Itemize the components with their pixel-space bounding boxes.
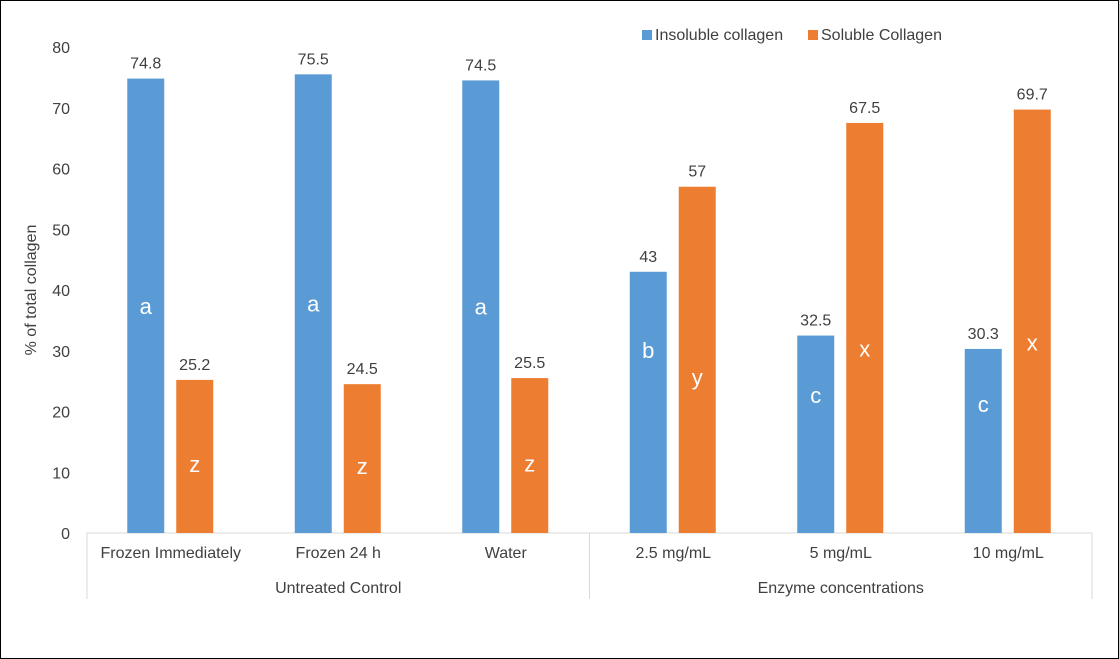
significance-letter: a <box>140 294 153 319</box>
bar-soluble <box>176 379 214 533</box>
bar-soluble <box>846 122 884 533</box>
significance-letter: z <box>357 454 368 479</box>
bar-insoluble <box>462 80 500 533</box>
bars <box>127 74 1051 534</box>
bar-insoluble <box>629 271 667 533</box>
x-tick-label: 5 mg/mL <box>810 545 872 562</box>
y-tick-label: 0 <box>61 526 70 543</box>
value-label: 25.5 <box>514 355 545 372</box>
bar-insoluble <box>797 335 835 533</box>
significance-letter: b <box>642 338 654 363</box>
legend-label: Insoluble collagen <box>655 27 783 44</box>
y-tick-label: 50 <box>52 222 70 239</box>
value-label: 24.5 <box>347 361 378 378</box>
bar-soluble <box>1013 109 1051 533</box>
x-tick-label: 10 mg/mL <box>973 545 1044 562</box>
significance-letter: z <box>524 451 535 476</box>
value-label: 67.5 <box>849 100 880 117</box>
axes: 0 10 20 30 40 50 60 70 80 % of total collagen Froz… <box>23 40 1093 599</box>
y-tick-label: 80 <box>52 40 70 57</box>
significance-letter: c <box>978 392 989 417</box>
data-labels: 74.8 a 75.5 a 74.5 a 43 b 32.5 c 30.3 c 25.2 z 24.5 z 25… <box>130 51 1048 479</box>
legend: Insoluble collagen Soluble Collagen <box>642 27 942 44</box>
y-axis-label: % of total collagen <box>23 225 40 356</box>
x-tick-label: 2.5 mg/mL <box>635 545 711 562</box>
value-label: 32.5 <box>800 313 831 330</box>
group-label: Enzyme concentrations <box>758 580 924 597</box>
y-tick-label: 30 <box>52 344 70 361</box>
significance-letter: x <box>859 336 870 361</box>
bar-insoluble <box>964 348 1002 533</box>
bar-soluble <box>343 384 381 533</box>
x-tick-label: Frozen Immediately <box>101 545 242 562</box>
y-tick-label: 40 <box>52 283 70 300</box>
legend-swatch <box>808 30 818 40</box>
value-label: 43 <box>639 249 657 266</box>
legend-label: Soluble Collagen <box>821 27 942 44</box>
legend-swatch <box>642 30 652 40</box>
y-tick-label: 20 <box>52 405 70 422</box>
bar-insoluble <box>294 74 332 534</box>
value-label: 74.5 <box>465 57 496 74</box>
value-label: 25.2 <box>179 357 210 374</box>
value-label: 30.3 <box>968 326 999 343</box>
value-label: 69.7 <box>1017 87 1048 104</box>
value-label: 57 <box>688 164 706 181</box>
y-tick-label: 70 <box>52 101 70 118</box>
significance-letter: y <box>692 365 703 390</box>
bar-insoluble <box>127 78 165 533</box>
significance-letter: x <box>1027 330 1038 355</box>
value-label: 74.8 <box>130 56 161 73</box>
bar-soluble <box>678 186 716 533</box>
y-tick-label: 60 <box>52 162 70 179</box>
value-label: 75.5 <box>298 51 329 68</box>
significance-letter: a <box>475 295 488 320</box>
x-tick-label: Frozen 24 h <box>296 545 381 562</box>
y-tick-label: 10 <box>52 465 70 482</box>
significance-letter: c <box>810 383 821 408</box>
significance-letter: z <box>189 452 200 477</box>
significance-letter: a <box>307 292 320 317</box>
bar-soluble <box>511 378 549 533</box>
x-tick-label: Water <box>485 545 528 562</box>
group-label: Untreated Control <box>275 580 401 597</box>
